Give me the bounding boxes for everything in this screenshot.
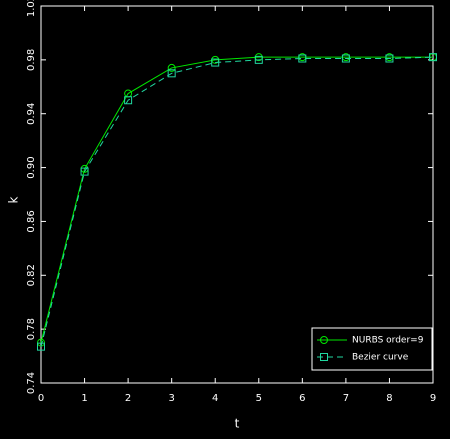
y-tick-label: 1.02 <box>26 0 37 17</box>
x-tick-label: 0 <box>38 393 44 404</box>
legend-box <box>311 327 433 371</box>
marker <box>298 54 307 63</box>
legend-label: Bezier curve <box>352 353 409 363</box>
y-tick-label: 0.86 <box>26 210 37 232</box>
y-tick-label: 0.82 <box>26 264 37 286</box>
legend-label: NURBS order=9 <box>352 336 424 346</box>
y-tick-label: 0.90 <box>26 156 37 178</box>
series-line <box>40 56 433 343</box>
x-tick-label: 4 <box>212 393 218 404</box>
plot-frame <box>40 5 434 384</box>
x-tick-label: 9 <box>430 393 436 404</box>
x-tick-label: 7 <box>343 393 349 404</box>
x-axis-label: t <box>235 417 240 431</box>
x-tick-label: 1 <box>81 393 87 404</box>
y-tick-label: 0.78 <box>26 318 37 340</box>
marker <box>320 336 328 344</box>
y-tick-label: 0.98 <box>26 49 37 71</box>
marker <box>37 342 45 351</box>
marker <box>429 53 437 62</box>
legend: NURBS order=9 Bezier curve <box>311 327 433 371</box>
marker <box>80 167 89 176</box>
marker <box>385 54 394 63</box>
y-axis-label: k <box>7 196 21 203</box>
marker <box>167 69 176 78</box>
x-tick-label: 8 <box>386 393 392 404</box>
y-tick-label: 0.94 <box>26 103 37 125</box>
y-tick-label: 0.74 <box>26 372 37 394</box>
marker <box>211 58 220 67</box>
x-tick-label: 5 <box>256 393 262 404</box>
marker <box>320 353 328 361</box>
x-tick-label: 3 <box>168 393 174 404</box>
series-line <box>40 56 434 347</box>
x-tick-label: 6 <box>299 393 305 404</box>
marker <box>124 96 133 105</box>
marker <box>341 54 350 63</box>
marker <box>254 55 263 64</box>
x-tick-label: 2 <box>125 393 131 404</box>
marker <box>167 63 176 72</box>
